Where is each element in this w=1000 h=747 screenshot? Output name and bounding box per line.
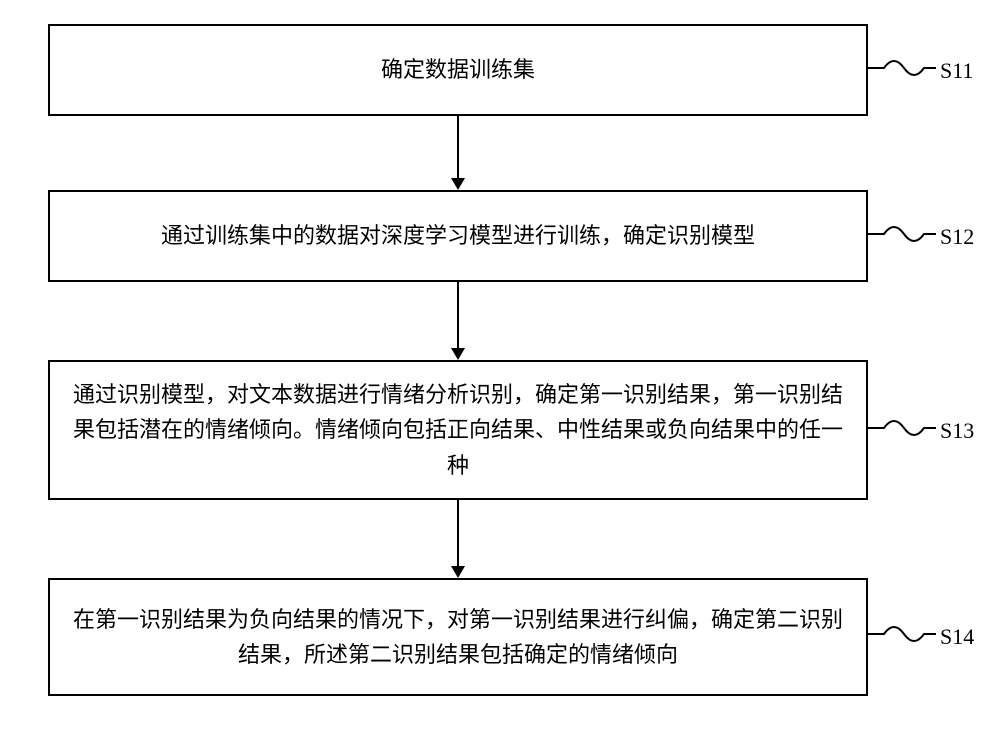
step-box-s12: 通过训练集中的数据对深度学习模型进行训练，确定识别模型 (48, 190, 868, 282)
step-label-s12: S12 (940, 224, 974, 250)
step-text-s14: 在第一识别结果为负向结果的情况下，对第一识别结果进行纠偏，确定第二识别结果，所述… (66, 602, 850, 672)
step-text-s11: 确定数据训练集 (66, 52, 850, 87)
step-box-s11: 确定数据训练集 (48, 24, 868, 116)
step-text-s12: 通过训练集中的数据对深度学习模型进行训练，确定识别模型 (66, 218, 850, 253)
step-label-s13: S13 (940, 418, 974, 444)
step-box-s14: 在第一识别结果为负向结果的情况下，对第一识别结果进行纠偏，确定第二识别结果，所述… (48, 578, 868, 696)
flowchart-canvas: 确定数据训练集 S11 通过训练集中的数据对深度学习模型进行训练，确定识别模型 … (0, 0, 1000, 747)
step-box-s13: 通过识别模型，对文本数据进行情绪分析识别，确定第一识别结果，第一识别结果包括潜在… (48, 360, 868, 500)
step-label-s11: S11 (940, 58, 973, 84)
step-text-s13: 通过识别模型，对文本数据进行情绪分析识别，确定第一识别结果，第一识别结果包括潜在… (66, 377, 850, 483)
step-label-s14: S14 (940, 624, 974, 650)
